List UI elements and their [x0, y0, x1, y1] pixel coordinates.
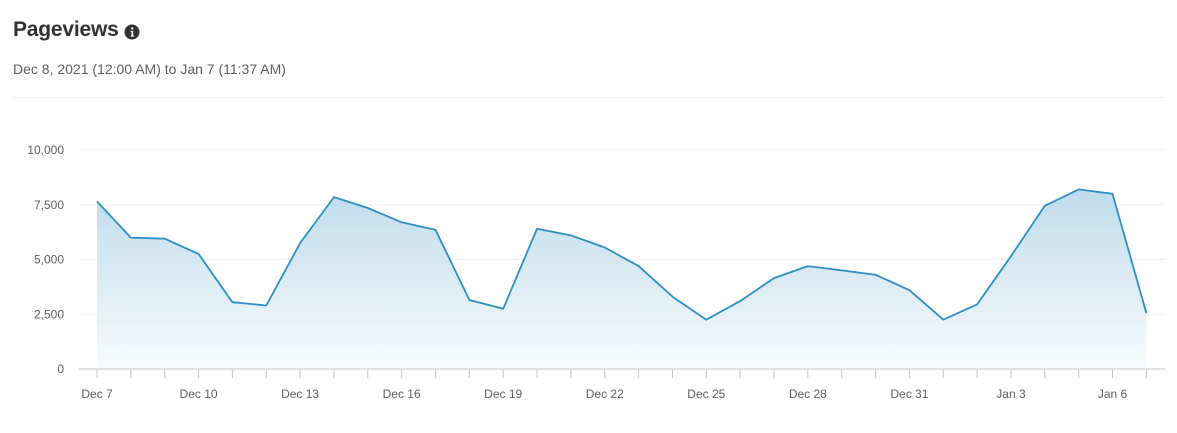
- data-point[interactable]: [399, 219, 405, 225]
- data-point[interactable]: [1143, 310, 1149, 316]
- y-tick-label: 5,000: [34, 253, 64, 267]
- data-point[interactable]: [669, 294, 675, 300]
- data-point[interactable]: [263, 302, 269, 308]
- chart-title: Pageviews: [13, 18, 119, 41]
- x-axis-ticks: Dec 7 Dec 10 Dec 13 Dec 16 Dec 19 Dec 22 Dec 2…: [81, 369, 1147, 401]
- x-tick-label: Dec 25: [687, 387, 725, 401]
- data-point[interactable]: [1076, 186, 1082, 192]
- data-point[interactable]: [1110, 191, 1116, 197]
- data-point[interactable]: [974, 301, 980, 307]
- x-tick-label: Dec 7: [81, 387, 113, 401]
- data-point[interactable]: [297, 240, 303, 246]
- pageviews-series-line: [96, 188, 1148, 321]
- x-tick-label: Jan 6: [1098, 387, 1128, 401]
- data-point[interactable]: [703, 317, 709, 323]
- data-point[interactable]: [433, 227, 439, 233]
- data-point[interactable]: [534, 226, 540, 232]
- data-point[interactable]: [805, 263, 811, 269]
- chart-header: Pageviews: [13, 18, 140, 42]
- data-point[interactable]: [568, 232, 574, 238]
- y-axis-labels: 0 2,500 5,000 7,500 10,000: [27, 143, 64, 376]
- x-tick-label: Dec 22: [586, 387, 624, 401]
- area-fill: [97, 189, 1147, 369]
- x-tick-label: Jan 3: [996, 387, 1026, 401]
- y-tick-label: 7,500: [34, 198, 64, 212]
- x-tick-label: Dec 16: [383, 387, 421, 401]
- data-point[interactable]: [737, 298, 743, 304]
- data-point[interactable]: [128, 235, 134, 241]
- y-tick-label: 0: [57, 362, 64, 376]
- info-icon[interactable]: [124, 24, 140, 40]
- data-point[interactable]: [839, 267, 845, 273]
- data-point[interactable]: [1008, 253, 1014, 259]
- data-point[interactable]: [94, 198, 100, 204]
- data-point[interactable]: [602, 244, 608, 250]
- y-tick-label: 10,000: [27, 143, 64, 157]
- date-range-subtitle: Dec 8, 2021 (12:00 AM) to Jan 7 (11:37 A…: [13, 61, 286, 77]
- data-point[interactable]: [162, 236, 168, 242]
- x-tick-label: Dec 19: [484, 387, 522, 401]
- data-point[interactable]: [873, 272, 879, 278]
- data-point[interactable]: [500, 306, 506, 312]
- x-tick-label: Dec 31: [890, 387, 928, 401]
- data-point[interactable]: [331, 194, 337, 200]
- data-point[interactable]: [1042, 203, 1048, 209]
- data-point[interactable]: [466, 297, 472, 303]
- data-point[interactable]: [365, 205, 371, 211]
- title-row: Pageviews: [13, 18, 140, 42]
- y-tick-label: 2,500: [34, 307, 64, 321]
- data-point[interactable]: [196, 251, 202, 257]
- x-tick-label: Dec 10: [180, 387, 218, 401]
- x-tick-label: Dec 28: [789, 387, 827, 401]
- data-point[interactable]: [906, 287, 912, 293]
- header-divider: [13, 97, 1165, 98]
- data-point[interactable]: [771, 275, 777, 281]
- data-point[interactable]: [636, 263, 642, 269]
- x-tick-label: Dec 13: [281, 387, 319, 401]
- data-point[interactable]: [229, 299, 235, 305]
- data-point[interactable]: [940, 317, 946, 323]
